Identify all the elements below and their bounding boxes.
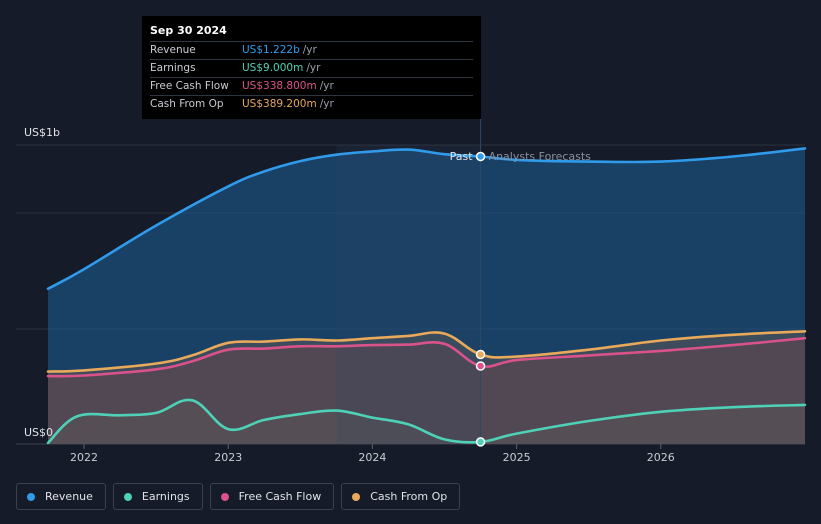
line-free-cash-flow — [46, 336, 807, 378]
series-lines — [46, 147, 807, 445]
line-earnings — [46, 398, 807, 445]
marker-earnings — [475, 437, 486, 447]
tooltip-row-free-cash-flow: Free Cash Flow US$338.800m /yr — [150, 77, 473, 95]
tooltip-label: Free Cash Flow — [150, 80, 229, 92]
tooltip-label: Earnings — [150, 62, 196, 74]
chart-legend: Revenue Earnings Free Cash Flow Cash Fro… — [16, 483, 461, 510]
forecast-label: Analysts Forecasts — [489, 150, 592, 163]
tooltip-date: Sep 30 2024 — [150, 24, 227, 37]
marker-cash-from-op — [475, 349, 486, 360]
tooltip-value: US$1.222b — [242, 44, 300, 56]
x-tick-label: 2026 — [647, 451, 675, 464]
x-tick-label: 2024 — [358, 451, 386, 464]
legend-label: Earnings — [141, 490, 190, 503]
legend-item-cash-from-op[interactable]: Cash From Op — [341, 483, 461, 510]
legend-label: Revenue — [45, 490, 93, 503]
legend-item-revenue[interactable]: Revenue — [16, 483, 106, 510]
tooltip-row-revenue: Revenue US$1.222b /yr — [150, 41, 473, 59]
tooltip-unit: /yr — [319, 98, 334, 110]
x-tick-label: 2025 — [503, 451, 531, 464]
legend-label: Free Cash Flow — [238, 490, 322, 503]
past-label: Past — [450, 150, 474, 163]
x-tick-label: 2022 — [70, 451, 98, 464]
past-region-shade — [336, 145, 481, 444]
tooltip-row-cash-from-op: Cash From Op US$389.200m /yr — [150, 95, 473, 113]
area-revenue — [48, 148, 805, 444]
legend-dot-icon — [123, 492, 132, 501]
legend-dot-icon — [220, 492, 229, 501]
x-axis-ticks: 2022 2023 2024 2025 2026 — [70, 444, 675, 464]
marker-free-cash-flow — [475, 361, 486, 371]
tooltip-label: Cash From Op — [150, 98, 224, 110]
line-cash-from-op — [46, 330, 807, 373]
legend-item-free-cash-flow[interactable]: Free Cash Flow — [209, 483, 335, 510]
legend-label: Cash From Op — [370, 490, 448, 503]
data-tooltip: Sep 30 2024 Revenue US$1.222b /yr Earnin… — [142, 16, 481, 119]
x-tick-label: 2023 — [214, 451, 242, 464]
tooltip-label: Revenue — [150, 44, 196, 56]
legend-dot-icon — [352, 492, 361, 501]
legend-item-earnings[interactable]: Earnings — [112, 483, 203, 510]
tooltip-unit: /yr — [306, 62, 321, 74]
tooltip-row-earnings: Earnings US$9.000m /yr — [150, 59, 473, 77]
tooltip-unit: /yr — [319, 80, 334, 92]
area-earnings — [48, 399, 805, 444]
series-areas — [48, 148, 805, 444]
marker-revenue — [475, 151, 486, 162]
y-axis-top-label: US$1b — [24, 126, 60, 139]
legend-dot-icon — [27, 492, 35, 501]
tooltip-value: US$9.000m — [242, 62, 304, 74]
line-revenue — [46, 147, 807, 291]
hover-markers — [475, 151, 486, 447]
tooltip-value: US$338.800m — [242, 80, 317, 92]
tooltip-unit: /yr — [302, 44, 317, 56]
tooltip-value: US$389.200m — [242, 98, 317, 110]
y-axis-bottom-label: US$0 — [24, 426, 53, 439]
